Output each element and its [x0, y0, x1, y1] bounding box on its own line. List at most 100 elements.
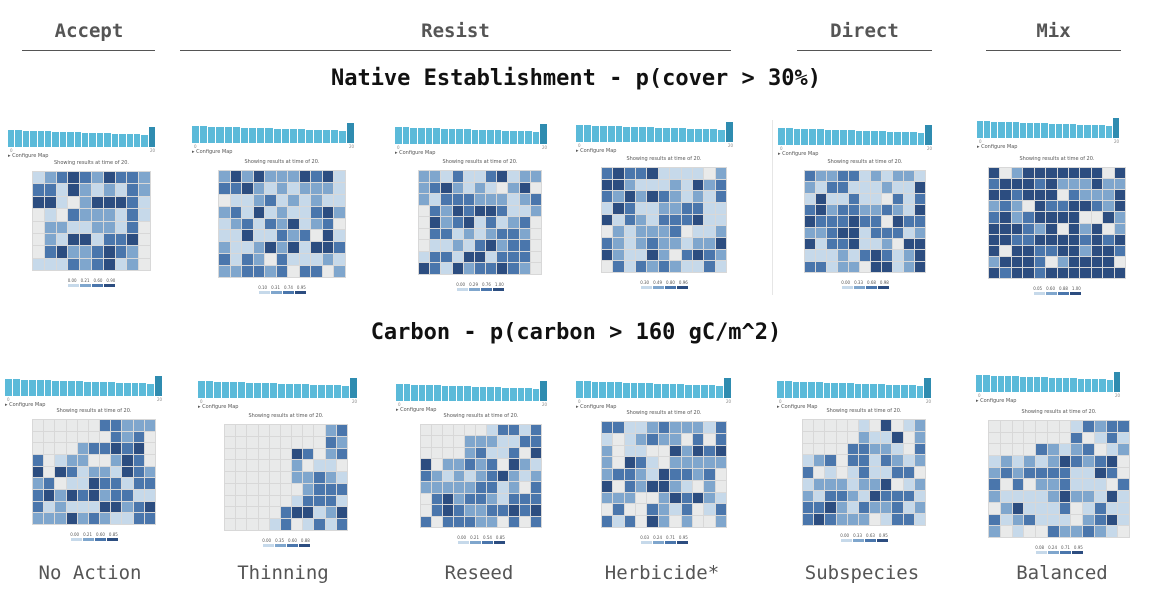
time-series-bar-segment[interactable]	[433, 385, 442, 401]
map-cell[interactable]	[624, 191, 636, 202]
map-cell[interactable]	[1012, 456, 1024, 467]
map-cell[interactable]	[1103, 234, 1114, 245]
map-cell[interactable]	[903, 443, 914, 455]
map-cell[interactable]	[681, 249, 692, 261]
map-cell[interactable]	[487, 505, 497, 516]
map-cell[interactable]	[613, 214, 624, 226]
map-cell[interactable]	[636, 480, 647, 492]
map-cell[interactable]	[816, 216, 826, 227]
map-grid[interactable]	[418, 170, 542, 275]
map-cell[interactable]	[463, 205, 474, 217]
map-cell[interactable]	[68, 196, 80, 209]
map-cell[interactable]	[219, 266, 230, 277]
map-cell[interactable]	[1057, 223, 1068, 234]
time-series-bar-segment[interactable]	[36, 380, 45, 396]
map-cell[interactable]	[33, 221, 44, 233]
map-cell[interactable]	[870, 420, 881, 431]
map-cell[interactable]	[1103, 201, 1114, 212]
configure-map-link[interactable]: ▸ Configure Map	[576, 404, 617, 410]
map-cell[interactable]	[681, 480, 692, 492]
map-cell[interactable]	[914, 467, 925, 478]
map-cell[interactable]	[892, 490, 903, 502]
map-cell[interactable]	[1118, 467, 1129, 479]
map-cell[interactable]	[1000, 201, 1011, 212]
map-cell[interactable]	[322, 206, 334, 218]
map-cell[interactable]	[292, 425, 303, 436]
configure-map-link[interactable]: ▸ Configure Map	[976, 398, 1017, 404]
time-series-bar-segment[interactable]	[502, 130, 510, 144]
map-cell[interactable]	[803, 420, 814, 431]
map-cell[interactable]	[892, 455, 903, 467]
map-cell[interactable]	[1091, 223, 1103, 234]
map-cell[interactable]	[1118, 456, 1129, 467]
map-cell[interactable]	[636, 469, 647, 480]
time-series-bar-segment[interactable]	[1034, 377, 1042, 392]
map-cell[interactable]	[531, 447, 541, 459]
map-cell[interactable]	[33, 513, 44, 524]
map-cell[interactable]	[1024, 526, 1035, 537]
time-series-bar-segment[interactable]	[104, 133, 112, 147]
time-series-bar-segment[interactable]	[1084, 378, 1092, 392]
map-cell[interactable]	[225, 472, 236, 483]
time-series-bar-segment[interactable]	[847, 130, 856, 145]
map-cell[interactable]	[288, 194, 299, 206]
map-cell[interactable]	[681, 516, 692, 527]
time-series-bar-segment[interactable]	[440, 128, 449, 144]
map-cell[interactable]	[311, 242, 322, 254]
map-cell[interactable]	[498, 470, 508, 482]
map-cell[interactable]	[825, 455, 836, 467]
map-cell[interactable]	[66, 501, 77, 513]
map-cell[interactable]	[531, 516, 541, 527]
time-series-bar-segment[interactable]	[479, 386, 488, 401]
map-cell[interactable]	[236, 519, 247, 530]
map-cell[interactable]	[247, 472, 258, 483]
map-cell[interactable]	[860, 193, 870, 204]
map-cell[interactable]	[692, 469, 704, 480]
map-cell[interactable]	[915, 182, 925, 193]
map-cell[interactable]	[77, 490, 88, 501]
map-grid[interactable]	[32, 171, 151, 271]
map-cell[interactable]	[704, 480, 715, 492]
map-cell[interactable]	[1094, 479, 1106, 491]
map-cell[interactable]	[276, 171, 288, 182]
time-series-bar-segment[interactable]	[777, 381, 785, 398]
map-cell[interactable]	[474, 205, 486, 217]
time-series-bar-segment[interactable]	[456, 129, 464, 144]
time-series-bar-segment[interactable]	[20, 379, 29, 396]
map-cell[interactable]	[692, 249, 704, 261]
map-cell[interactable]	[692, 168, 704, 179]
map-cell[interactable]	[1068, 256, 1080, 267]
map-cell[interactable]	[276, 206, 288, 218]
map-cell[interactable]	[419, 240, 430, 251]
map-cell[interactable]	[334, 182, 345, 194]
time-series-bar-segment[interactable]	[877, 384, 886, 398]
map-cell[interactable]	[421, 516, 431, 527]
map-cell[interactable]	[849, 216, 859, 227]
map-cell[interactable]	[236, 483, 247, 495]
map-grid[interactable]	[988, 167, 1126, 279]
map-cell[interactable]	[814, 420, 825, 431]
map-cell[interactable]	[80, 184, 91, 196]
map-cell[interactable]	[497, 240, 508, 251]
map-cell[interactable]	[265, 230, 276, 242]
map-cell[interactable]	[258, 436, 269, 448]
map-cell[interactable]	[314, 507, 325, 519]
map-cell[interactable]	[849, 182, 859, 193]
map-cell[interactable]	[602, 433, 613, 445]
map-cell[interactable]	[303, 495, 314, 507]
map-cell[interactable]	[613, 179, 624, 191]
map-cell[interactable]	[658, 480, 670, 492]
map-cell[interactable]	[1057, 267, 1068, 278]
map-cell[interactable]	[989, 421, 1000, 432]
time-series-bar-segment[interactable]	[52, 380, 61, 396]
map-cell[interactable]	[1023, 234, 1034, 245]
time-series-bar-segment[interactable]	[1005, 122, 1013, 138]
map-cell[interactable]	[849, 204, 859, 216]
map-cell[interactable]	[1000, 444, 1012, 456]
map-cell[interactable]	[441, 171, 452, 182]
map-cell[interactable]	[265, 171, 276, 182]
map-cell[interactable]	[111, 501, 122, 513]
map-cell[interactable]	[1011, 212, 1023, 223]
time-series-bar-segment[interactable]	[396, 384, 404, 401]
time-series-bar-segment[interactable]	[724, 378, 732, 398]
